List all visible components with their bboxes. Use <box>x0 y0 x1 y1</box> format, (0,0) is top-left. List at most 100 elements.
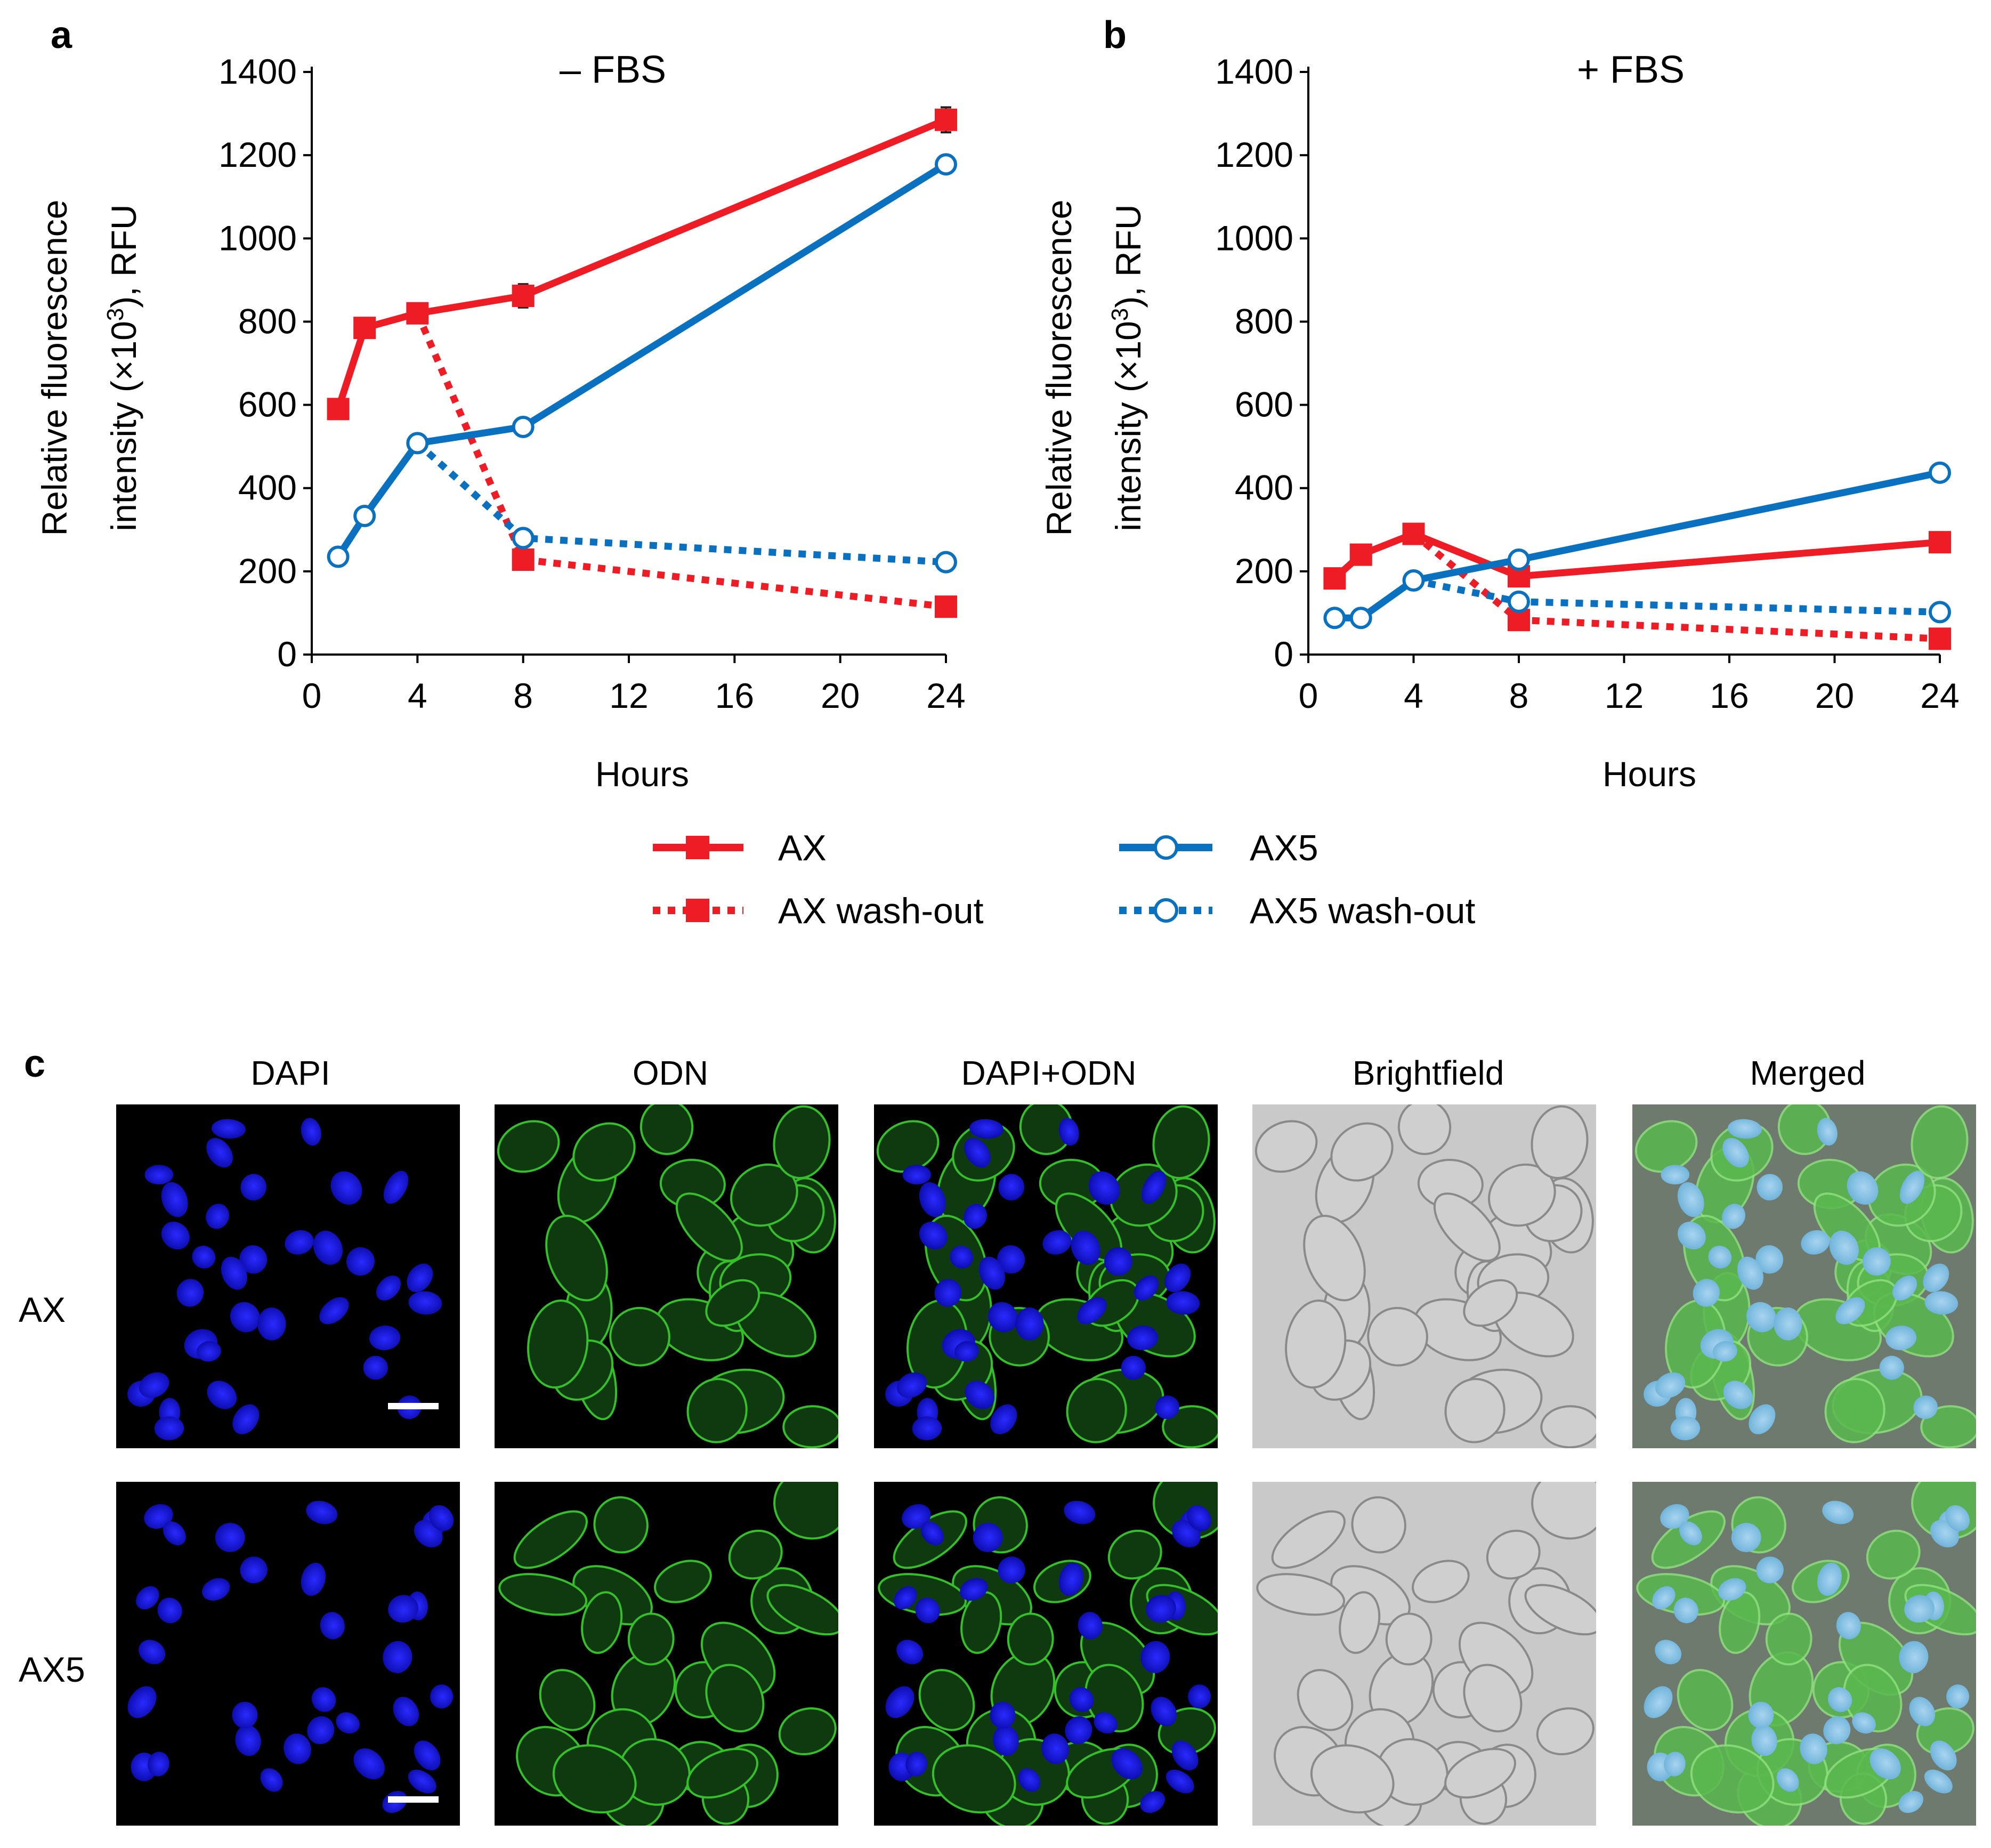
nucleus <box>1827 1687 1852 1712</box>
nucleus <box>1904 1595 1935 1623</box>
micrograph-ax5-brightfield <box>1252 1482 1596 1826</box>
nucleus <box>1898 1790 1924 1813</box>
panel-label-c: c <box>24 1043 45 1085</box>
legend-item-ax5: AX5 <box>1119 828 1318 868</box>
cell-body <box>1866 1529 1921 1580</box>
nucleus <box>393 1697 419 1726</box>
nucleus <box>1712 1341 1737 1362</box>
nucleus <box>1869 1748 1901 1780</box>
chart-a-line-ax <box>335 116 948 410</box>
nucleus <box>1817 1118 1838 1146</box>
nucleus <box>1111 1748 1143 1780</box>
nucleus <box>206 1204 229 1229</box>
nucleus <box>414 1740 441 1771</box>
nucleus <box>1728 1119 1762 1139</box>
nucleus <box>161 1182 188 1217</box>
nucleus <box>212 1119 246 1139</box>
nucleus <box>311 1687 336 1712</box>
nucleus <box>1644 1686 1673 1718</box>
nucleus <box>1930 1740 1957 1771</box>
nucleus <box>407 1263 433 1293</box>
cell-body <box>1310 1744 1395 1814</box>
nucleus <box>1151 1697 1177 1726</box>
nucleus <box>319 1297 349 1325</box>
panel-label-b: b <box>1103 14 1127 57</box>
nucleus <box>363 1355 388 1380</box>
chart-a-point-ax5 <box>512 415 535 438</box>
chart-b-xlabel: Hours <box>1602 754 1696 794</box>
nucleus <box>1670 1416 1701 1441</box>
nucleus <box>388 1595 418 1623</box>
legend-label-ax5: AX5 <box>1250 828 1318 868</box>
nucleus <box>313 1230 343 1265</box>
nucleus <box>320 1612 345 1640</box>
nucleus <box>1077 1297 1107 1325</box>
nucleus <box>1899 1171 1925 1204</box>
cell-body <box>640 1104 694 1155</box>
micro-col-label-dapi: DAPI <box>250 1054 330 1092</box>
cell-body <box>552 1744 637 1814</box>
nucleus <box>1852 1712 1876 1734</box>
chart-a-x-tick-label: 4 <box>408 676 427 715</box>
cell-body <box>527 1300 589 1389</box>
cell-body <box>932 1744 1016 1814</box>
legend-label-ax-wash: AX wash-out <box>778 891 984 931</box>
nucleus <box>307 1716 335 1745</box>
nucleus <box>950 1246 974 1269</box>
cell-body <box>1285 1300 1347 1389</box>
chart-b-title: + FBS <box>1577 49 1685 91</box>
cell-body <box>1255 1120 1318 1173</box>
nucleus <box>1822 1500 1854 1524</box>
nucleus <box>1187 1505 1212 1531</box>
nucleus <box>139 1640 166 1665</box>
nucleus <box>163 1521 186 1546</box>
chart-b-x-tick-label: 16 <box>1710 676 1749 715</box>
chart-a-point-ax5 <box>935 153 957 176</box>
nucleus <box>1748 1701 1774 1729</box>
cell-body <box>782 1405 838 1448</box>
chart-a-y-tick-label: 1200 <box>218 135 297 174</box>
cell-body <box>1107 1529 1162 1580</box>
nucleus <box>1121 1355 1146 1380</box>
nucleus <box>1188 1684 1211 1709</box>
nucleus <box>1069 1687 1094 1712</box>
nucleus <box>885 1686 914 1718</box>
chart-b-x-tick-label: 8 <box>1509 676 1529 715</box>
chart-b-point-ax-wash-out <box>1929 627 1951 650</box>
chart-a-point-ax-wash-out <box>512 548 535 571</box>
nucleus <box>157 1597 182 1624</box>
chart-b-y-tick-label: 0 <box>1274 634 1293 674</box>
nucleus <box>1677 1182 1704 1217</box>
chart-a-point-ax <box>327 398 350 421</box>
chart-b-point-ax5 <box>1349 607 1372 630</box>
cell-body <box>1256 1573 1346 1616</box>
cell-body <box>1824 1378 1885 1443</box>
cell-body <box>778 1707 837 1756</box>
nucleus <box>1677 1222 1706 1249</box>
nucleus <box>919 1182 946 1217</box>
nucleus <box>1924 1770 1953 1794</box>
nucleus <box>1913 1395 1938 1419</box>
cell-body <box>1540 1405 1596 1448</box>
cell-body <box>513 1510 588 1569</box>
chart-a-point-ax <box>353 317 376 340</box>
nucleus <box>1829 1230 1859 1265</box>
nucleus <box>1749 1404 1776 1434</box>
chart-a-xlabel: Hours <box>595 754 689 794</box>
chart-b-point-ax <box>1349 543 1372 566</box>
nucleus <box>1737 1256 1763 1290</box>
chart-b: + FBS Relative fluorescence intensity (×… <box>1039 49 1960 794</box>
nucleus <box>240 1174 267 1201</box>
cell-body <box>1162 1405 1218 1448</box>
nucleus <box>988 1302 1018 1333</box>
nucleus <box>902 1504 931 1529</box>
cell-body <box>1488 1163 1556 1227</box>
legend-label-ax5-wash: AX5 wash-out <box>1250 891 1475 931</box>
nucleus <box>336 1712 360 1734</box>
chart-a-line-ax5-wash-out <box>415 440 946 566</box>
cell-body <box>539 1669 596 1731</box>
chart-a-x-tick-label: 12 <box>609 676 648 715</box>
nucleus <box>383 1641 412 1673</box>
cell-body <box>1152 1105 1210 1180</box>
cell-body <box>1920 1405 1976 1448</box>
